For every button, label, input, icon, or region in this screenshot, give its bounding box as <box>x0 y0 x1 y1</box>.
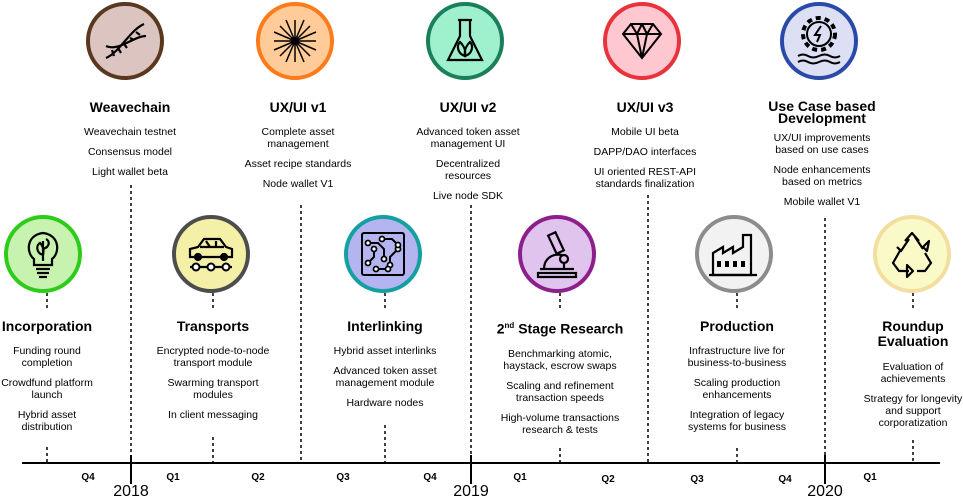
year-label: 2020 <box>807 483 843 500</box>
milestone-item: Consensus model <box>87 146 173 158</box>
milestone-item: Hybrid asset distribution <box>17 409 77 433</box>
gear-water-icon <box>780 2 858 80</box>
milestone-production: Production Infrastructure live for busin… <box>637 319 837 433</box>
quarter-label: Q4 <box>81 472 95 483</box>
quarter-label: Q4 <box>423 472 437 483</box>
milestone-uxui-v2: UX/UI v2 Advanced token asset management… <box>368 100 568 202</box>
quarter-label: Q3 <box>336 472 350 483</box>
quarter-label: Q4 <box>778 474 792 485</box>
milestone-interlinking: Interlinking Hybrid asset interlinks Adv… <box>285 319 485 409</box>
milestone-item: UX/UI improvements based on use cases <box>773 132 871 156</box>
milestone-title: Transports <box>176 318 250 334</box>
milestone-incorporation: Incorporation Funding round completion C… <box>0 319 147 433</box>
recycle-icon <box>873 215 951 293</box>
milestone-item: Scaling production enhancements <box>693 377 781 401</box>
car-icon <box>172 215 250 293</box>
milestone-uxui-v1: UX/UI v1 Complete asset management Asset… <box>198 100 398 190</box>
milestone-item: UI oriented REST-API standards finalizat… <box>593 166 697 190</box>
factory-icon <box>695 215 773 293</box>
milestone-item: DAPP/DAO interfaces <box>593 146 697 158</box>
quarter-label: Q1 <box>513 472 527 483</box>
milestone-title: 2nd Stage Research <box>460 319 660 336</box>
milestone-item: In client messaging <box>168 409 258 421</box>
milestone-title: UX/UI v3 <box>616 99 674 115</box>
milestone-item: Evaluation of achievements <box>880 361 946 385</box>
milestone-item: Scaling and refinement transaction speed… <box>506 379 614 404</box>
milestone-item: Infrastructure live for business-to-busi… <box>687 345 787 369</box>
milestone-item: Node enhancements based on metrics <box>773 164 871 188</box>
milestone-item: Hardware nodes <box>346 397 424 409</box>
milestone-title: UX/UI v1 <box>269 99 327 115</box>
milestone-item: Strategy for longevity and support corpo… <box>863 393 963 429</box>
microscope-icon <box>518 215 596 293</box>
milestone-item: Asset recipe standards <box>244 158 352 170</box>
milestone-weavechain: Weavechain Weavechain testnet Consensus … <box>30 100 230 178</box>
milestone-item: Encrypted node-to-node transport module <box>156 345 270 369</box>
milestone-2nd-stage-research: 2nd Stage Research Benchmarking atomic, … <box>460 319 660 436</box>
milestone-title: Weavechain <box>89 99 171 115</box>
quarter-label: Q3 <box>690 474 704 485</box>
milestone-item: Node wallet V1 <box>262 178 334 190</box>
milestone-item: Weavechain testnet <box>83 126 177 138</box>
milestone-item: Light wallet beta <box>92 166 168 178</box>
milestone-item: Hybrid asset interlinks <box>333 345 437 357</box>
title-sup: nd <box>504 321 515 330</box>
milestone-item: Decentralized resources <box>435 158 501 182</box>
year-label: 2018 <box>113 483 149 500</box>
quarter-label: Q2 <box>251 472 265 483</box>
quarter-label: Q1 <box>166 472 180 483</box>
laser-icon <box>256 2 334 80</box>
milestone-transports: Transports Encrypted node-to-node transp… <box>113 319 313 421</box>
lightbulb-leaf-icon <box>4 215 82 293</box>
milestone-item: High-volume transactions research & test… <box>500 411 620 436</box>
milestone-title: Production <box>700 318 774 334</box>
year-label: 2019 <box>453 483 489 500</box>
milestone-item: Live node SDK <box>432 190 504 202</box>
milestone-title: UX/UI v2 <box>439 99 497 115</box>
milestone-item: Mobile UI beta <box>611 126 679 138</box>
title-rest: Stage Research <box>514 320 624 337</box>
milestone-item: Mobile wallet V1 <box>783 196 861 208</box>
milestone-use-case-development: Use Case based Development UX/UI improve… <box>722 98 922 208</box>
milestone-item: Advanced token asset management UI <box>416 126 520 150</box>
milestone-title: Incorporation <box>1 318 93 334</box>
milestone-roundup-evaluation: Roundup Evaluation Evaluation of achieve… <box>813 318 963 430</box>
title-main: 2 <box>496 320 505 337</box>
milestone-item: Crowdfund platform launch <box>1 377 93 401</box>
milestone-item: Advanced token asset management module <box>333 365 437 389</box>
milestone-item: Benchmarking atomic, haystack, escrow sw… <box>503 347 617 372</box>
milestone-item: Integration of legacy systems for busine… <box>687 409 787 433</box>
quarter-label: Q1 <box>863 472 877 483</box>
dna-icon <box>86 2 164 80</box>
milestone-item: Complete asset management <box>261 126 335 150</box>
milestone-title: Roundup Evaluation <box>877 318 949 349</box>
diamond-icon <box>603 2 681 80</box>
milestone-title: Use Case based Development <box>768 98 876 126</box>
quarter-label: Q2 <box>601 474 615 485</box>
milestone-item: Funding round completion <box>13 345 81 369</box>
flask-leaf-icon <box>426 2 504 80</box>
circuit-icon <box>344 215 422 293</box>
milestone-uxui-v3: UX/UI v3 Mobile UI beta DAPP/DAO interfa… <box>545 100 745 190</box>
milestone-title: Interlinking <box>347 318 423 334</box>
milestone-item: Swarming transport modules <box>167 377 259 401</box>
